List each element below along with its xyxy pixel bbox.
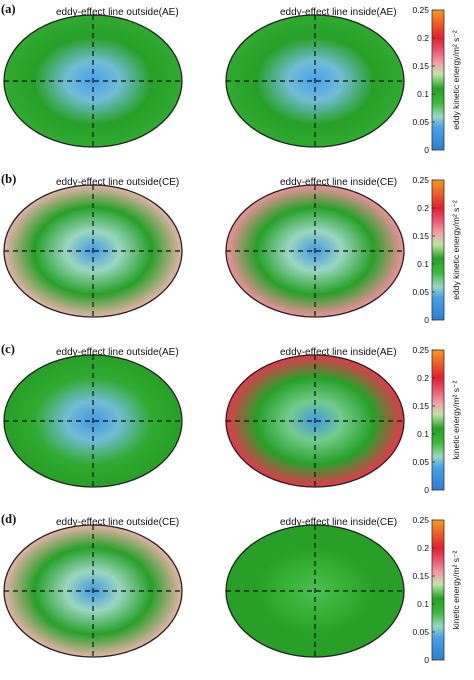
colorbar-tick-label: 0.15 [412, 61, 429, 71]
colorbar-label: eddy kinetic energy/m² s⁻² [451, 30, 461, 130]
colorbar-tick-label: 0.2 [417, 373, 429, 383]
panel-label: (b) [1, 172, 17, 186]
panel-label: (c) [1, 342, 15, 356]
colorbar-tick-label: 0.2 [417, 543, 429, 553]
title-right-title: eddy-effect line inside(CE) [280, 517, 398, 528]
colorbar-tick-label: 0.05 [412, 117, 429, 127]
colorbar: 0 0.05 0.1 0.15 0.2 0.25 [412, 515, 445, 665]
colorbar-tick-label: 0 [424, 145, 429, 155]
title-right-title: eddy-effect line inside(AE) [280, 347, 397, 358]
right-map [225, 524, 405, 658]
panel-1: (b) eddy-effect line outside(CE) eddy-effe… [0, 170, 474, 340]
title-right-title: eddy-effect line inside(CE) [280, 177, 398, 188]
colorbar-label: kinetic energy/m² s⁻² [451, 380, 461, 460]
left-map [3, 14, 183, 148]
right-map [225, 184, 405, 318]
colorbar-tick-label: 0.15 [412, 401, 429, 411]
title-left-title: eddy-effect line outside(AE) [56, 7, 179, 18]
colorbar-tick-label: 0.25 [412, 515, 429, 525]
colorbar-tick-label: 0.15 [412, 231, 429, 241]
title-left-title: eddy-effect line outside(CE) [56, 177, 180, 188]
left-map [3, 184, 183, 318]
panel-2: (c) eddy-effect line outside(AE) eddy-effe… [0, 340, 474, 510]
title-right-title: eddy-effect line inside(AE) [280, 7, 397, 18]
panel-0: (a) eddy-effect line outside(AE) eddy-effe… [0, 0, 474, 170]
colorbar: 0 0.05 0.1 0.15 0.2 0.25 [412, 345, 445, 495]
colorbar: 0 0.05 0.1 0.15 0.2 0.25 [412, 5, 445, 155]
colorbar-tick-label: 0 [424, 655, 429, 665]
colorbar-tick-label: 0.2 [417, 33, 429, 43]
colorbar-tick-label: 0.1 [417, 429, 429, 439]
colorbar-label: eddy kinetic energy/m² s⁻² [451, 200, 461, 300]
colorbar-tick-label: 0.1 [417, 89, 429, 99]
panel-label: (a) [1, 2, 16, 16]
left-map [3, 524, 183, 658]
colorbar-tick-label: 0.25 [412, 5, 429, 15]
colorbar-tick-label: 0.1 [417, 259, 429, 269]
colorbar-tick-label: 0.05 [412, 627, 429, 637]
colorbar: 0 0.05 0.1 0.15 0.2 0.25 [412, 175, 445, 325]
colorbar-tick-label: 0.05 [412, 457, 429, 467]
title-left-title: eddy-effect line outside(AE) [56, 347, 179, 358]
right-map [225, 14, 405, 148]
colorbar-tick-label: 0 [424, 315, 429, 325]
colorbar-gradient [431, 349, 445, 491]
title-left-title: eddy-effect line outside(CE) [56, 517, 180, 528]
colorbar-tick-label: 0.25 [412, 345, 429, 355]
colorbar-label: kinetic energy/m² s⁻² [451, 550, 461, 630]
colorbar-tick-label: 0.1 [417, 599, 429, 609]
colorbar-tick-label: 0.2 [417, 203, 429, 213]
panel-label: (d) [1, 512, 17, 526]
colorbar-tick-label: 0.05 [412, 287, 429, 297]
panel-3: (d) eddy-effect line outside(CE) eddy-effe… [0, 510, 474, 680]
colorbar-tick-label: 0 [424, 485, 429, 495]
colorbar-gradient [431, 9, 445, 151]
left-map [3, 354, 183, 488]
colorbar-tick-label: 0.15 [412, 571, 429, 581]
colorbar-gradient [431, 519, 445, 661]
colorbar-tick-label: 0.25 [412, 175, 429, 185]
right-map [225, 354, 405, 488]
colorbar-gradient [431, 179, 445, 321]
